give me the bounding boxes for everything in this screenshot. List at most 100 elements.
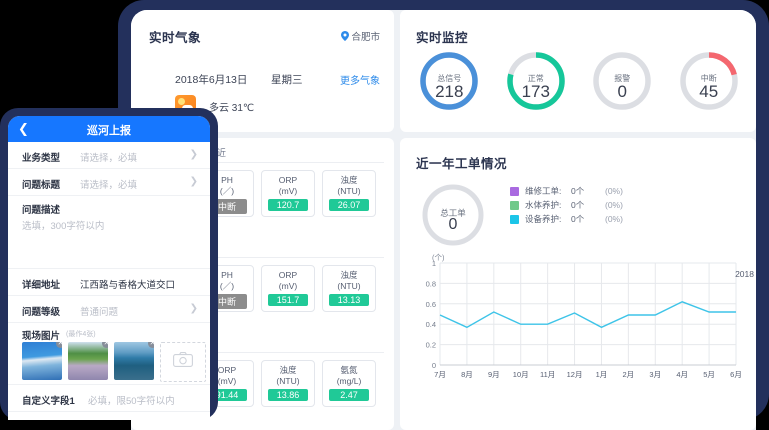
weather-weekday: 星期三 <box>271 74 303 86</box>
field-custom-1[interactable]: 自定义字段1 必填，限50字符以内 <box>8 385 210 412</box>
section-divider <box>141 257 384 258</box>
chevron-right-icon: ❯ <box>189 176 198 187</box>
gauge-0: 总信号 218 <box>406 46 493 116</box>
legend-percent: (0%) <box>605 214 623 224</box>
metric-name: 浊度 <box>279 365 297 375</box>
metric-chip[interactable]: ORP (mV) 120.7 <box>261 170 315 217</box>
close-icon[interactable]: ✕ <box>148 342 154 348</box>
field-value: 普通问题 <box>80 307 119 318</box>
field-label: 问题标题 <box>22 180 61 191</box>
gauge-3: 中断 45 <box>666 46 753 116</box>
field-label: 现场图片 <box>22 331 61 342</box>
work-order-title: 近一年工单情况 <box>416 157 508 171</box>
weather-location[interactable]: 合肥市 <box>341 29 380 43</box>
legend-swatch <box>510 200 519 210</box>
metric-value: 151.7 <box>268 294 308 306</box>
metric-unit: (NTU) <box>337 186 361 196</box>
total-workorder-label: 总工单 <box>440 208 466 218</box>
realtime-monitor-title: 实时监控 <box>416 31 469 45</box>
metric-chip[interactable]: 浊度 (NTU) 13.86 <box>261 360 315 407</box>
gauge-1: 正常 173 <box>493 46 580 116</box>
phone-screen: ❮ 巡河上报 业务类型 请选择，必填 ❯ 问题标题 请选择，必填 ❯ 问题描述 … <box>8 116 210 420</box>
field-issue-title[interactable]: 问题标题 请选择，必填 ❯ <box>8 169 210 196</box>
svg-text:1月: 1月 <box>596 370 608 379</box>
weather-condition: 多云 31℃ <box>209 103 255 114</box>
gauge-value: 173 <box>521 82 550 101</box>
map-pin-icon <box>341 31 350 41</box>
picture-thumbnail[interactable]: ✕ <box>114 342 154 380</box>
weather-location-label: 合肥市 <box>351 32 380 43</box>
gauge-ring <box>680 52 738 110</box>
svg-text:11月: 11月 <box>540 370 555 379</box>
realtime-monitor-card: 实时监控 总信号 218 正常 173 报警 0 中断 45 <box>400 10 756 132</box>
gauge-label: 报警 <box>614 74 631 83</box>
metric-chip[interactable]: 浊度 (NTU) 13.13 <box>322 265 376 312</box>
donut-ring <box>422 184 484 246</box>
metric-chip[interactable]: 浊度 (NTU) 26.07 <box>322 170 376 217</box>
legend-item-2: 设备养护: 0个 (0%) <box>510 212 623 226</box>
gauge-group: 总信号 218 正常 173 报警 0 中断 45 <box>406 46 752 116</box>
svg-text:4月: 4月 <box>676 370 688 379</box>
work-order-line-chart: (个) 0 0.2 0.4 0.6 0.8 1 7月 8月 9月 10月 11月 12月 1月 2月 3月 4月… <box>414 251 744 391</box>
field-issue-level[interactable]: 问题等级 普通问题 ❯ <box>8 296 210 323</box>
picture-thumbnail[interactable]: ✕ <box>68 342 108 380</box>
line-chart-svg: (个) 0 0.2 0.4 0.6 0.8 1 7月 8月 9月 10月 11月 12月 1月 2月 3月 4月… <box>426 253 742 379</box>
section-divider <box>141 352 384 353</box>
svg-text:7月: 7月 <box>434 370 446 379</box>
legend-swatch <box>510 186 519 196</box>
chevron-left-icon[interactable]: ❮ <box>18 121 29 136</box>
field-custom-2[interactable]: 自定义字段2 选填，限50字符以内 <box>8 412 210 420</box>
section-divider <box>141 162 384 163</box>
metric-name: ORP <box>278 175 298 185</box>
gauge-label: 正常 <box>527 74 544 83</box>
metric-chip[interactable]: ORP (mV) 151.7 <box>261 265 315 312</box>
metric-name: ORP <box>217 365 237 375</box>
svg-text:10月: 10月 <box>513 370 529 379</box>
legend-count: 0个 <box>571 214 585 224</box>
metric-name: PH <box>221 175 233 185</box>
phone-titlebar <box>8 116 210 142</box>
legend-count: 0个 <box>571 186 585 196</box>
field-placeholder: 请选择，必填 <box>80 153 138 164</box>
field-placeholder: 选填，300字符以内 <box>22 221 105 232</box>
field-label: 自定义字段1 <box>22 396 75 407</box>
metric-unit: (／) <box>219 281 235 291</box>
weather-title: 实时气象 <box>149 31 202 45</box>
field-business-type[interactable]: 业务类型 请选择，必填 ❯ <box>8 142 210 169</box>
metric-unit: (mV) <box>217 376 237 386</box>
metric-value: 26.07 <box>329 199 369 211</box>
close-icon[interactable]: ✕ <box>56 342 62 348</box>
legend-percent: (0%) <box>605 186 623 196</box>
svg-text:0.2: 0.2 <box>426 341 436 350</box>
metric-value: 120.7 <box>268 199 308 211</box>
metric-unit: (mV) <box>278 281 298 291</box>
legend-item-0: 维修工单: 0个 (0%) <box>510 184 623 198</box>
close-icon[interactable]: ✕ <box>102 342 108 348</box>
metric-value: 2.47 <box>329 389 369 401</box>
gauge-ring <box>420 52 478 110</box>
picture-thumbnail-list: ✕ ✕ ✕ <box>22 342 206 382</box>
svg-text:1: 1 <box>432 259 436 268</box>
chevron-right-icon: ❯ <box>189 149 198 160</box>
chart-year-label: 2018 <box>735 269 754 279</box>
picture-thumbnail[interactable]: ✕ <box>22 342 62 380</box>
metric-unit: (NTU) <box>276 376 300 386</box>
total-workorder-donut <box>416 178 490 257</box>
work-order-legend: 维修工单: 0个 (0%) 水体养护: 0个 (0%) 设备养护: 0个 (0%) <box>510 184 623 226</box>
more-weather-link[interactable]: 更多气象 <box>340 76 380 87</box>
field-label: 详细地址 <box>22 280 61 291</box>
add-photo-button[interactable] <box>160 342 206 382</box>
field-detail-address[interactable]: 详细地址 江西路与香格大道交口 <box>8 269 210 296</box>
metric-name: 浊度 <box>340 175 358 185</box>
svg-text:2月: 2月 <box>623 370 635 379</box>
gauge-label: 总信号 <box>437 74 462 83</box>
metric-chip[interactable]: 氨氮 (mg/L) 2.47 <box>322 360 376 407</box>
metric-value: 13.13 <box>329 294 369 306</box>
camera-icon <box>173 352 193 372</box>
metric-unit: (／) <box>219 186 235 196</box>
field-label: 问题描述 <box>22 205 61 216</box>
metric-unit: (NTU) <box>337 281 361 291</box>
field-issue-description[interactable]: 问题描述 选填，300字符以内 <box>8 196 210 269</box>
pictures-hint: (最作4张) <box>66 331 96 338</box>
